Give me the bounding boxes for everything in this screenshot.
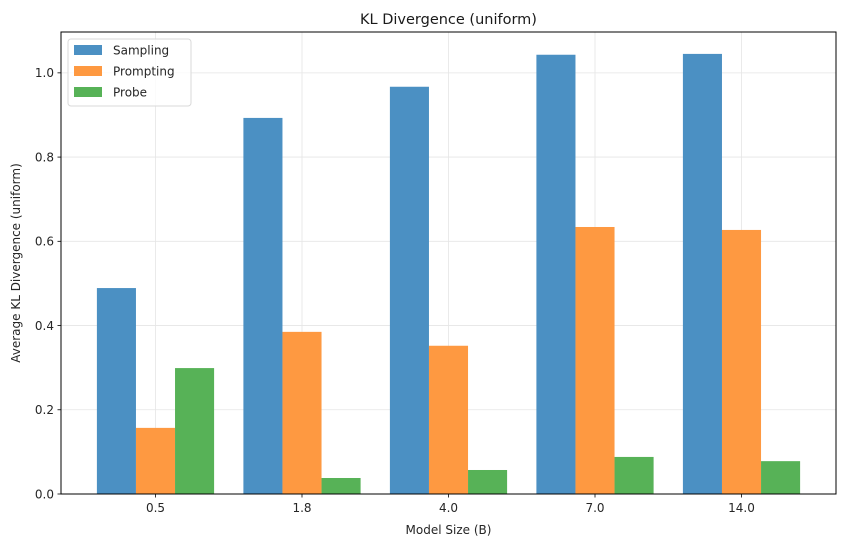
y-tick-label: 0.8	[35, 150, 54, 164]
legend: Sampling Prompting Probe	[67, 38, 192, 107]
bar-probe-4.0	[468, 469, 508, 494]
legend-swatch-probe	[74, 87, 102, 97]
legend-label-prompting: Prompting	[113, 64, 175, 78]
y-tick-label: 0.2	[35, 403, 54, 417]
x-tick-label: 4.0	[439, 501, 458, 515]
x-tick-label: 0.5	[146, 501, 165, 515]
bar-prompting-4.0	[428, 345, 469, 494]
y-tick-label: 0.4	[35, 319, 54, 333]
y-tick-label: 1.0	[35, 66, 54, 80]
bar-probe-14.0	[761, 461, 801, 494]
bars	[96, 53, 801, 495]
y-tick-label: 0.6	[35, 235, 54, 249]
bar-probe-7.0	[614, 456, 654, 494]
legend-label-probe: Probe	[113, 85, 147, 99]
bar-probe-1.8	[321, 477, 361, 494]
bar-prompting-7.0	[575, 226, 615, 494]
legend-swatch-prompting	[74, 66, 102, 76]
x-tick-label: 7.0	[585, 501, 604, 515]
bar-prompting-0.5	[135, 427, 176, 494]
ticks: 0.0 0.2 0.4 0.6 0.8 1.0 0.5 1.8 4.0 7.0 14.0	[35, 66, 755, 515]
legend-swatch-sampling	[74, 45, 102, 55]
bar-sampling-1.8	[243, 117, 283, 495]
bar-probe-0.5	[175, 368, 215, 494]
y-axis-label: Average KL Divergence (uniform)	[9, 163, 23, 363]
bar-sampling-14.0	[682, 53, 722, 495]
x-tick-label: 14.0	[728, 501, 755, 515]
bar-sampling-0.5	[96, 288, 136, 494]
y-tick-label: 0.0	[35, 487, 54, 501]
x-tick-label: 1.8	[292, 501, 311, 515]
x-axis-label: Model Size (B)	[406, 523, 492, 537]
bar-sampling-4.0	[389, 86, 429, 494]
bar-sampling-7.0	[536, 54, 576, 494]
legend-label-sampling: Sampling	[113, 43, 169, 57]
bar-prompting-1.8	[282, 331, 322, 494]
chart-title: KL Divergence (uniform)	[360, 12, 537, 28]
bar-prompting-14.0	[721, 229, 762, 495]
